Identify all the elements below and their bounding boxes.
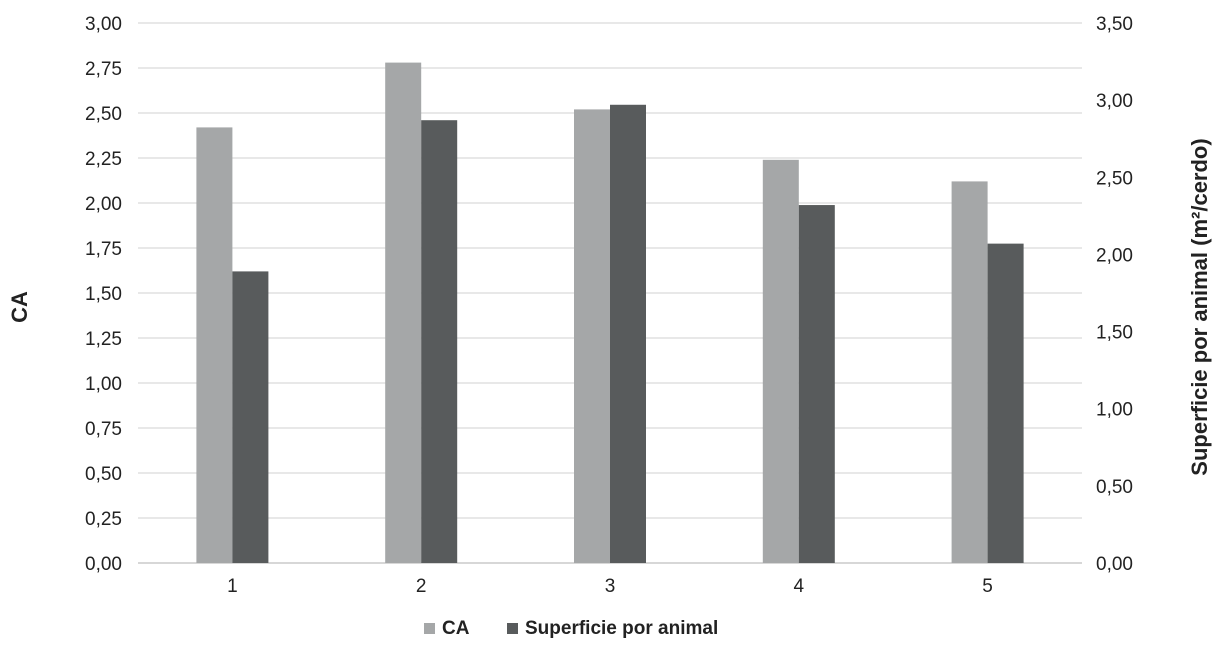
bar-superficie	[232, 271, 269, 563]
x-tick-label: 4	[794, 576, 805, 597]
legend-swatch	[507, 623, 518, 634]
x-tick-label: 2	[416, 576, 427, 597]
right-axis-title: Superficie por animal (m²/cerdo)	[1187, 138, 1212, 475]
left-tick-label: 0,50	[85, 464, 122, 485]
right-tick-label: 3,00	[1096, 91, 1133, 112]
bar-ca	[196, 127, 233, 564]
legend: CA Superficie por animal	[424, 618, 718, 639]
x-axis-ticks: 1 2 3 4 5	[227, 576, 993, 597]
left-tick-label: 1,75	[85, 239, 122, 260]
x-tick-label: 5	[982, 576, 993, 597]
right-tick-label: 2,50	[1096, 168, 1133, 189]
right-tick-label: 3,50	[1096, 14, 1133, 35]
bars	[196, 62, 1024, 564]
left-tick-label: 0,00	[85, 554, 122, 575]
bar-ca	[951, 181, 988, 563]
bar-superficie	[798, 205, 835, 564]
bar-ca	[762, 159, 799, 564]
left-tick-label: 2,75	[85, 59, 122, 80]
left-tick-label: 0,25	[85, 509, 122, 530]
left-tick-label: 1,25	[85, 329, 122, 350]
legend-swatch	[424, 623, 435, 634]
right-tick-label: 0,50	[1096, 477, 1133, 498]
bar-ca	[385, 62, 422, 563]
left-tick-label: 1,00	[85, 374, 122, 395]
left-tick-label: 0,75	[85, 419, 122, 440]
bar-superficie	[610, 104, 646, 564]
left-axis-ticks: 0,00 0,25 0,50 0,75 1,00 1,25 1,50 1,75 2,00 2,25…	[85, 14, 122, 575]
legend-label: Superficie por animal	[525, 618, 718, 639]
right-tick-label: 1,00	[1096, 400, 1133, 421]
right-tick-label: 0,00	[1096, 554, 1133, 575]
bar-superficie	[987, 243, 1024, 563]
bar-ca	[574, 109, 610, 564]
legend-label: CA	[442, 618, 470, 639]
x-tick-label: 1	[227, 576, 238, 597]
right-tick-label: 1,50	[1096, 323, 1133, 344]
left-tick-label: 2,50	[85, 104, 122, 125]
right-tick-label: 2,00	[1096, 245, 1133, 266]
left-axis-title: CA	[7, 291, 32, 323]
left-tick-label: 3,00	[85, 14, 122, 35]
left-tick-label: 2,00	[85, 194, 122, 215]
x-tick-label: 3	[605, 576, 616, 597]
left-tick-label: 1,50	[85, 284, 122, 305]
right-axis-ticks: 0,00 0,50 1,00 1,50 2,00 2,50 3,00 3,50	[1096, 14, 1133, 575]
left-tick-label: 2,25	[85, 149, 122, 170]
bar-superficie	[421, 120, 458, 563]
